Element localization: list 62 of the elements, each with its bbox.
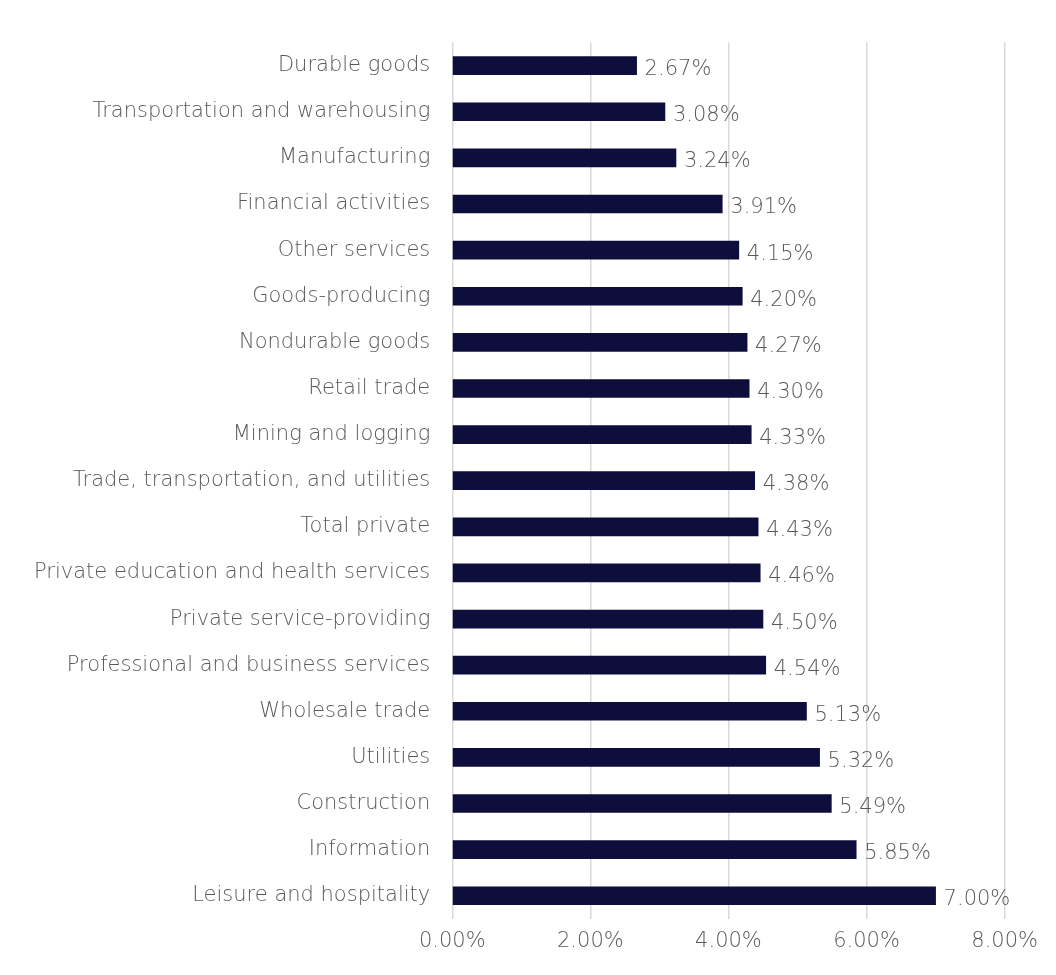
y-tick-label: Wholesale trade: [259, 697, 431, 722]
data-label: 3.08%: [672, 102, 740, 127]
y-tick-label: Professional and business services: [66, 651, 431, 676]
bar: [452, 840, 857, 859]
data-label: 4.38%: [762, 471, 830, 496]
bar: [452, 748, 820, 767]
bar: [452, 56, 637, 75]
y-tick-label: Durable goods: [277, 52, 431, 77]
bar: [452, 517, 759, 537]
data-label: 7.00%: [943, 886, 1011, 911]
y-tick-label: Utilities: [351, 743, 431, 768]
y-tick-label: Goods-producing: [252, 282, 431, 307]
x-tick-label: 8.00%: [971, 927, 1038, 952]
data-label: 5.85%: [864, 840, 931, 865]
data-label: 4.20%: [750, 286, 817, 311]
y-tick-label: Financial activities: [236, 190, 431, 215]
x-tick-label: 0.00%: [418, 927, 486, 952]
data-label: 5.13%: [814, 701, 882, 726]
y-tick-label: Nondurable goods: [238, 328, 431, 353]
y-tick-label: Transportation and warehousing: [92, 98, 431, 123]
y-tick-label: Retail trade: [308, 374, 431, 399]
y-tick-label: Other services: [277, 236, 431, 261]
bar: [452, 794, 832, 813]
bar: [452, 471, 756, 491]
bar: [452, 148, 677, 168]
data-label: 4.46%: [768, 563, 835, 588]
y-tick-label: Construction: [296, 789, 431, 814]
bar: [452, 609, 764, 629]
y-tick-label: Total private: [300, 513, 431, 538]
bar: [452, 102, 666, 122]
y-tick-label: Information: [308, 836, 431, 861]
data-label: 4.43%: [766, 517, 833, 542]
y-tick-label: Trade, transportation, and utilities: [72, 467, 431, 492]
bar: [452, 425, 752, 444]
bar: [452, 286, 743, 306]
bar: [452, 333, 748, 352]
data-label: 4.27%: [755, 332, 822, 357]
bar: [452, 379, 750, 398]
data-label: 3.24%: [683, 148, 751, 173]
bar: [452, 701, 807, 721]
x-tick-label: 4.00%: [695, 927, 762, 952]
bar: [452, 563, 761, 583]
x-tick-label: 6.00%: [833, 927, 900, 952]
bar: [452, 655, 767, 675]
data-label: 4.30%: [757, 378, 824, 403]
data-label: 3.91%: [730, 194, 797, 219]
data-label: 4.33%: [759, 425, 826, 450]
data-label: 4.15%: [746, 240, 814, 265]
data-label: 4.54%: [773, 655, 841, 680]
bar: [452, 240, 740, 260]
data-label: 4.50%: [770, 609, 838, 634]
data-label: 2.67%: [644, 56, 712, 81]
bar: [452, 886, 936, 906]
y-tick-label: Manufacturing: [278, 144, 431, 169]
y-tick-label: Mining and logging: [232, 421, 431, 446]
data-label: 5.49%: [839, 793, 907, 818]
y-tick-label: Private service-providing: [169, 605, 431, 630]
bar: [452, 194, 723, 214]
x-tick-label: 2.00%: [557, 927, 624, 952]
y-tick-label: Leisure and hospitality: [192, 882, 431, 907]
y-tick-label: Private education and health services: [34, 559, 431, 584]
data-label: 5.32%: [827, 747, 895, 772]
